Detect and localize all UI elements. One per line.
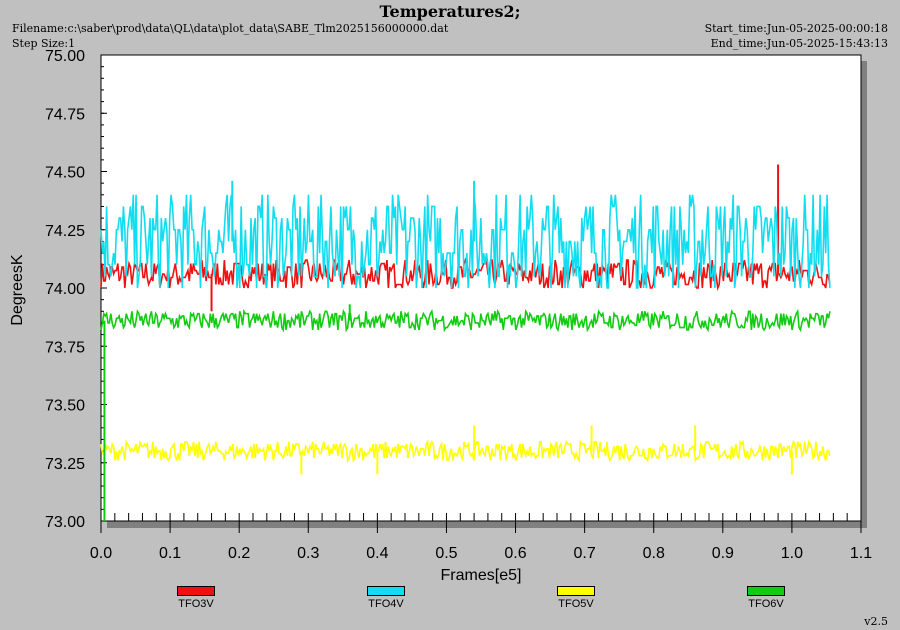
- y-tick-label: 73.25: [45, 456, 85, 473]
- chart-title: Temperatures2;: [379, 2, 521, 21]
- x-tick-label: 0.3: [297, 545, 319, 562]
- y-tick-label: 74.75: [45, 106, 85, 123]
- legend-swatch: [557, 586, 595, 596]
- y-tick-label: 74.25: [45, 223, 85, 240]
- filename-label: Filename:c:\saber\prod\data\QL\data\plot…: [12, 22, 449, 35]
- legend-item-tfo6v: TFO6V: [721, 586, 811, 610]
- legend-label: TFO3V: [178, 598, 214, 610]
- y-tick-label: 73.50: [45, 398, 85, 415]
- y-tick-label: 73.75: [45, 339, 85, 356]
- x-tick-label: 0.5: [435, 545, 457, 562]
- tick-labels: 73.00 73.25 73.50 73.75 74.00 74.25 74.50 74.75…: [45, 48, 872, 562]
- y-tick-label: 73.00: [45, 514, 85, 531]
- series-layer: [100, 164, 831, 521]
- x-tick-label: 1.0: [781, 545, 803, 562]
- axis-ticks: [100, 54, 862, 533]
- x-tick-label: 0.0: [90, 545, 112, 562]
- legend-label: TFO5V: [558, 598, 594, 610]
- legend-swatch: [747, 586, 785, 596]
- y-tick-label: 74.50: [45, 165, 85, 182]
- x-axis-label: Frames[e5]: [441, 567, 522, 584]
- x-tick-label: 1.1: [850, 545, 872, 562]
- legend-swatch: [177, 586, 215, 596]
- x-tick-label: 0.1: [159, 545, 181, 562]
- end-time-label: End_time:Jun-05-2025-15:43:13: [710, 37, 888, 50]
- legend-item-tfo3v: TFO3V: [151, 586, 241, 610]
- legend-swatch: [367, 586, 405, 596]
- y-axis-label: DegreesK: [9, 254, 26, 325]
- legend-item-tfo5v: TFO5V: [531, 586, 621, 610]
- x-tick-label: 0.9: [712, 545, 734, 562]
- y-tick-label: 74.00: [45, 281, 85, 298]
- x-tick-label: 0.7: [574, 545, 596, 562]
- x-tick-label: 0.4: [366, 545, 388, 562]
- series-line-tfo5v: [100, 439, 831, 463]
- step-size-label: Step Size:1: [12, 37, 76, 50]
- legend-label: TFO6V: [748, 598, 784, 610]
- x-tick-label: 0.6: [504, 545, 526, 562]
- series-line-tfo6v: [100, 308, 831, 333]
- legend-item-tfo4v: TFO4V: [341, 586, 431, 610]
- legend-label: TFO4V: [368, 598, 404, 610]
- y-tick-label: 75.00: [45, 48, 85, 65]
- version-label: v2.5: [864, 615, 888, 628]
- series-line-tfo4v: [100, 194, 831, 289]
- start-time-label: Start_time:Jun-05-2025-00:00:18: [704, 22, 888, 35]
- series-line-tfo3v: [100, 257, 831, 292]
- x-tick-label: 0.8: [643, 545, 665, 562]
- x-tick-label: 0.2: [228, 545, 250, 562]
